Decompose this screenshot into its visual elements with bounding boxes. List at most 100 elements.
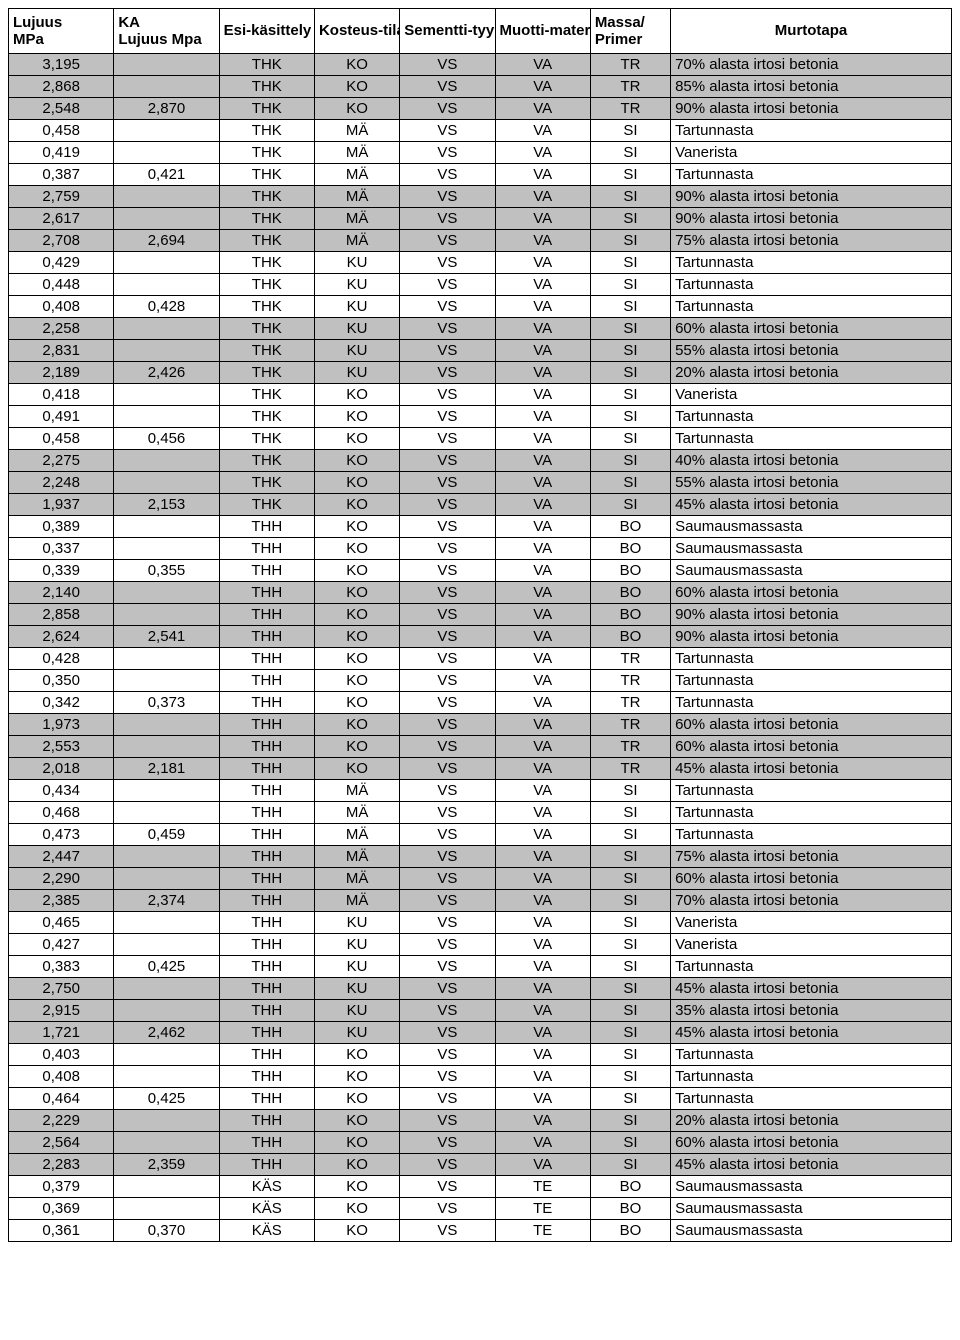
table-cell: KO bbox=[314, 1066, 399, 1088]
table-cell bbox=[114, 846, 219, 868]
table-cell: THH bbox=[219, 538, 314, 560]
table-cell: VS bbox=[400, 538, 495, 560]
table-cell bbox=[114, 912, 219, 934]
table-cell: VS bbox=[400, 494, 495, 516]
table-cell: 85% alasta irtosi betonia bbox=[671, 76, 952, 98]
table-cell: 0,350 bbox=[9, 670, 114, 692]
table-cell: 45% alasta irtosi betonia bbox=[671, 494, 952, 516]
table-cell: VS bbox=[400, 384, 495, 406]
table-cell bbox=[114, 714, 219, 736]
table-cell: VS bbox=[400, 582, 495, 604]
table-cell: VA bbox=[495, 714, 590, 736]
table-cell: Tartunnasta bbox=[671, 780, 952, 802]
table-cell: VA bbox=[495, 1132, 590, 1154]
table-cell bbox=[114, 1110, 219, 1132]
table-cell: VS bbox=[400, 208, 495, 230]
table-cell: 0,448 bbox=[9, 274, 114, 296]
table-cell: BO bbox=[590, 560, 670, 582]
table-cell: BO bbox=[590, 1198, 670, 1220]
table-cell: THH bbox=[219, 824, 314, 846]
table-cell: 75% alasta irtosi betonia bbox=[671, 230, 952, 252]
table-cell: Tartunnasta bbox=[671, 120, 952, 142]
table-row: 2,447THHMÄVSVASI75% alasta irtosi betoni… bbox=[9, 846, 952, 868]
table-cell: MÄ bbox=[314, 208, 399, 230]
table-row: 0,427THHKUVSVASIVanerista bbox=[9, 934, 952, 956]
table-cell: BO bbox=[590, 538, 670, 560]
table-cell: TR bbox=[590, 670, 670, 692]
table-cell: VS bbox=[400, 692, 495, 714]
table-cell: VA bbox=[495, 98, 590, 120]
table-cell: KO bbox=[314, 626, 399, 648]
table-cell: VA bbox=[495, 824, 590, 846]
table-cell: SI bbox=[590, 186, 670, 208]
table-row: 0,4640,425THHKOVSVASITartunnasta bbox=[9, 1088, 952, 1110]
table-cell: Tartunnasta bbox=[671, 1066, 952, 1088]
table-cell: TE bbox=[495, 1220, 590, 1242]
table-cell: KÄS bbox=[219, 1220, 314, 1242]
table-cell: SI bbox=[590, 120, 670, 142]
table-cell: VA bbox=[495, 274, 590, 296]
table-cell bbox=[114, 186, 219, 208]
table-cell: KO bbox=[314, 560, 399, 582]
table-cell: 3,195 bbox=[9, 54, 114, 76]
table-cell: KO bbox=[314, 648, 399, 670]
table-row: 0,3830,425THHKUVSVASITartunnasta bbox=[9, 956, 952, 978]
table-row: 0,491THKKOVSVASITartunnasta bbox=[9, 406, 952, 428]
table-cell: VA bbox=[495, 318, 590, 340]
table-cell: VA bbox=[495, 956, 590, 978]
table-cell: SI bbox=[590, 318, 670, 340]
table-cell: KU bbox=[314, 252, 399, 274]
col-header-murtotapa: Murtotapa bbox=[671, 9, 952, 54]
table-cell: 2,831 bbox=[9, 340, 114, 362]
table-row: 0,4580,456THKKOVSVASITartunnasta bbox=[9, 428, 952, 450]
table-cell: VA bbox=[495, 626, 590, 648]
table-cell: 2,694 bbox=[114, 230, 219, 252]
table-cell bbox=[114, 516, 219, 538]
table-cell: VA bbox=[495, 692, 590, 714]
table-cell: THK bbox=[219, 230, 314, 252]
table-row: 0,379KÄSKOVSTEBOSaumausmassasta bbox=[9, 1176, 952, 1198]
table-cell: VS bbox=[400, 186, 495, 208]
table-cell: VA bbox=[495, 164, 590, 186]
table-cell: 2,870 bbox=[114, 98, 219, 120]
table-cell: TR bbox=[590, 736, 670, 758]
table-cell: THK bbox=[219, 428, 314, 450]
table-cell: VA bbox=[495, 758, 590, 780]
col-header-lujuus: LujuusMPa bbox=[9, 9, 114, 54]
table-cell: VS bbox=[400, 340, 495, 362]
table-cell: 2,868 bbox=[9, 76, 114, 98]
table-cell: VS bbox=[400, 76, 495, 98]
table-cell: SI bbox=[590, 472, 670, 494]
table-cell: VS bbox=[400, 868, 495, 890]
table-row: 0,4730,459THHMÄVSVASITartunnasta bbox=[9, 824, 952, 846]
table-cell bbox=[114, 780, 219, 802]
table-cell: VA bbox=[495, 868, 590, 890]
table-cell: 2,541 bbox=[114, 626, 219, 648]
table-cell: THH bbox=[219, 714, 314, 736]
table-cell: THH bbox=[219, 802, 314, 824]
table-cell: SI bbox=[590, 1110, 670, 1132]
table-cell: VS bbox=[400, 362, 495, 384]
table-cell: SI bbox=[590, 912, 670, 934]
table-cell bbox=[114, 538, 219, 560]
table-cell: VS bbox=[400, 296, 495, 318]
table-cell: THH bbox=[219, 516, 314, 538]
table-cell: KU bbox=[314, 1000, 399, 1022]
table-cell: Tartunnasta bbox=[671, 274, 952, 296]
table-cell: VA bbox=[495, 76, 590, 98]
table-cell: VS bbox=[400, 626, 495, 648]
table-row: 2,229THHKOVSVASI20% alasta irtosi betoni… bbox=[9, 1110, 952, 1132]
table-cell: 0,379 bbox=[9, 1176, 114, 1198]
table-cell: 40% alasta irtosi betonia bbox=[671, 450, 952, 472]
table-cell: VA bbox=[495, 670, 590, 692]
table-cell: THK bbox=[219, 472, 314, 494]
table-row: 2,831THKKUVSVASI55% alasta irtosi betoni… bbox=[9, 340, 952, 362]
table-cell: 2,189 bbox=[9, 362, 114, 384]
table-cell: Tartunnasta bbox=[671, 164, 952, 186]
table-cell: KU bbox=[314, 956, 399, 978]
table-cell: SI bbox=[590, 1044, 670, 1066]
table-cell bbox=[114, 406, 219, 428]
table-cell bbox=[114, 1044, 219, 1066]
table-cell: THK bbox=[219, 296, 314, 318]
table-cell: 2,275 bbox=[9, 450, 114, 472]
